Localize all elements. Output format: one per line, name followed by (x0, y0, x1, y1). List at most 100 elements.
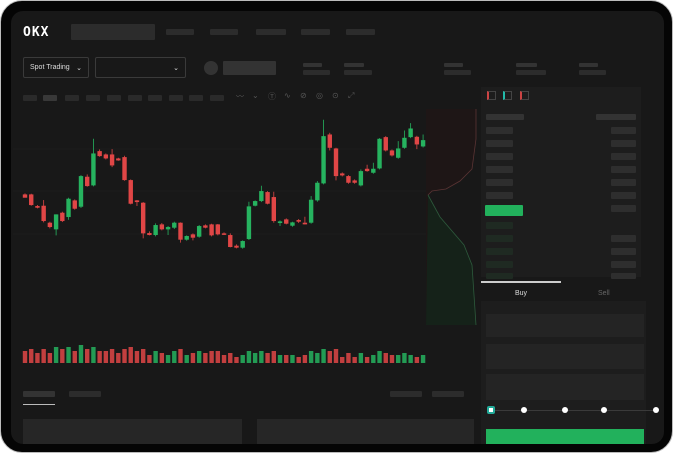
timeframe-button[interactable] (169, 95, 183, 101)
nav-item[interactable] (166, 29, 194, 35)
tab-history[interactable] (69, 391, 101, 397)
slider-handle[interactable] (487, 406, 495, 414)
timeframe-button[interactable] (148, 95, 162, 101)
buy-tab[interactable]: Buy (515, 290, 528, 297)
nav-item[interactable] (256, 29, 286, 35)
drawing-tool-icon[interactable]: ⌄ (252, 91, 259, 100)
volume-bar (172, 351, 177, 363)
volume-bar (47, 353, 53, 363)
candle (153, 225, 158, 236)
nav-item[interactable] (301, 29, 330, 35)
total-input[interactable] (486, 374, 644, 400)
volume-bar (389, 355, 395, 363)
candle (47, 222, 53, 228)
candle (358, 171, 364, 186)
ask-price (486, 140, 513, 147)
drawing-tool-icon[interactable]: ⊘ (300, 91, 307, 100)
candle (116, 158, 121, 161)
candle (277, 221, 283, 224)
candlestick-chart[interactable] (13, 111, 433, 381)
bid-amount (611, 235, 636, 242)
candle (271, 197, 276, 222)
timeframe-button[interactable] (210, 95, 224, 101)
price-input[interactable] (486, 314, 644, 337)
stat-label (344, 63, 364, 67)
ask-amount (611, 179, 636, 186)
sell-tab[interactable]: Sell (598, 290, 610, 297)
volume-bar (97, 351, 102, 363)
volume-bar (333, 349, 339, 363)
volume-bar (178, 349, 183, 363)
orderbook-header-amount (596, 114, 636, 120)
nav-item[interactable] (210, 29, 238, 35)
pair-dropdown[interactable]: ⌄ (95, 57, 186, 78)
candle (128, 180, 133, 204)
okx-logo[interactable]: OKX (23, 25, 50, 40)
candle (35, 206, 40, 208)
volume-bar (103, 351, 109, 363)
timeframe-button[interactable] (107, 95, 121, 101)
drawing-tool-icon[interactable]: ⤢ (348, 91, 355, 100)
candle (340, 173, 345, 176)
timeframe-button[interactable] (128, 95, 142, 101)
bottom-panel-right (257, 419, 474, 444)
nav-item[interactable] (346, 29, 375, 35)
toolbar-item[interactable] (432, 391, 464, 397)
tab-open-orders[interactable] (23, 391, 55, 397)
amount-slider-track[interactable] (491, 410, 656, 411)
volume-bar (383, 353, 388, 363)
chevron-down-icon: ⌄ (173, 64, 179, 72)
timeframe-button[interactable] (65, 95, 79, 101)
drawing-tool-icon[interactable]: Ⓣ (268, 92, 276, 101)
candle (184, 236, 189, 240)
volume-bar (109, 349, 115, 363)
search-bar[interactable] (71, 24, 155, 40)
amount-input[interactable] (486, 344, 644, 369)
candle (265, 192, 270, 204)
timeframe-button[interactable] (86, 95, 100, 101)
drawing-tool-icon[interactable]: ∿ (284, 91, 291, 100)
slider-step[interactable] (562, 407, 568, 413)
volume-bar (402, 353, 407, 363)
slider-step[interactable] (601, 407, 607, 413)
candle (252, 201, 258, 206)
volume-bar (184, 355, 189, 363)
drawing-tool-icon[interactable]: ⊙ (332, 91, 339, 100)
volume-bar (290, 355, 295, 363)
timeframe-button[interactable] (43, 95, 57, 101)
pair-name (223, 61, 276, 75)
timeframe-button[interactable] (189, 95, 203, 101)
coin-icon (204, 61, 218, 75)
volume-bar (396, 355, 401, 363)
volume-bar (78, 345, 84, 363)
candle (221, 233, 227, 235)
market-type-dropdown[interactable]: Spot Trading ⌄ (23, 57, 89, 78)
orderbook-bids-icon[interactable] (503, 91, 512, 100)
candle (377, 138, 382, 169)
volume-bar (234, 357, 239, 363)
toolbar-item[interactable] (390, 391, 422, 397)
candle (215, 224, 221, 235)
orderbook-asks-icon[interactable] (520, 91, 529, 100)
stat-value (516, 70, 546, 75)
candle (396, 148, 401, 158)
candle (97, 151, 102, 157)
drawing-tool-icon[interactable]: ◎ (316, 91, 323, 100)
volume-bar (196, 351, 202, 363)
drawing-tool-icon[interactable]: 〰 (236, 92, 244, 101)
candle (147, 233, 152, 236)
bid-price (486, 235, 513, 242)
volume-bar (122, 349, 127, 363)
ask-amount (611, 153, 636, 160)
candle (103, 154, 109, 159)
volume-bar (159, 353, 165, 363)
candle (346, 176, 351, 183)
buy-button[interactable] (486, 429, 644, 444)
orderbook-both-icon[interactable] (487, 91, 496, 100)
candle (91, 153, 96, 186)
slider-step[interactable] (521, 407, 527, 413)
slider-step[interactable] (653, 407, 659, 413)
candle (109, 154, 115, 166)
timeframe-button[interactable] (23, 95, 37, 101)
candle (60, 212, 65, 222)
